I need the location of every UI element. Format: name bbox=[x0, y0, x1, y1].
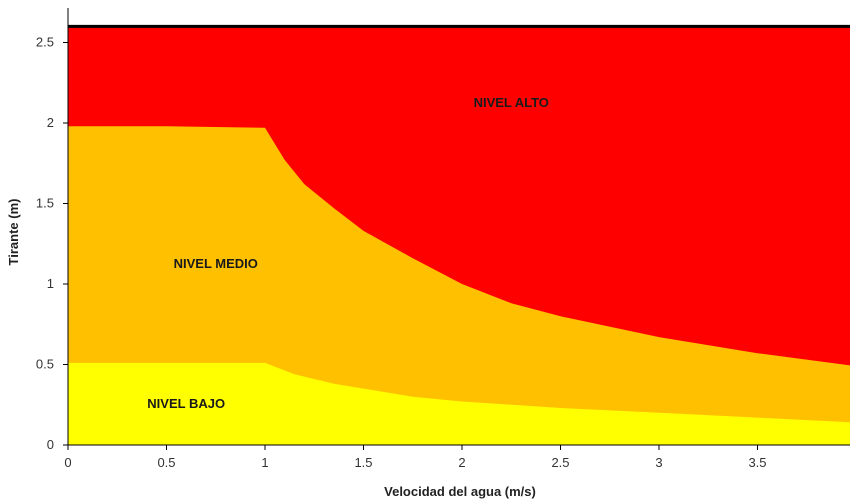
x-tick-label: 1 bbox=[261, 455, 268, 470]
x-tick-label: 2.5 bbox=[551, 455, 569, 470]
region-bajo-area bbox=[68, 362, 850, 445]
x-tick-label: 3.5 bbox=[748, 455, 766, 470]
plot-area: NIVEL ALTO NIVEL MEDIO NIVEL BAJO bbox=[68, 24, 850, 446]
y-tick-label: 0.5 bbox=[36, 357, 54, 372]
x-tick-label: 3 bbox=[655, 455, 662, 470]
y-tick-label: 1 bbox=[47, 276, 54, 291]
x-tick-label: 1.5 bbox=[354, 455, 372, 470]
y-axis-title: Tirante (m) bbox=[6, 199, 21, 266]
x-tick-label: 0 bbox=[64, 455, 71, 470]
region-label: NIVEL ALTO bbox=[474, 95, 549, 110]
x-axis-title: Velocidad del agua (m/s) bbox=[384, 484, 536, 499]
y-tick-label: 1.5 bbox=[36, 196, 54, 211]
x-tick-label: 0.5 bbox=[157, 455, 175, 470]
x-tick-label: 2 bbox=[458, 455, 465, 470]
axes: 0 0.5 1 1.5 2 2.5 3 3.5 0 0.5 1 1.5 2 2.5 bbox=[36, 8, 850, 470]
y-tick-label: 0 bbox=[47, 437, 54, 452]
region-label: NIVEL MEDIO bbox=[174, 256, 258, 271]
region-label: NIVEL BAJO bbox=[147, 396, 225, 411]
y-tick-label: 2.5 bbox=[36, 35, 54, 50]
y-tick-label: 2 bbox=[47, 115, 54, 130]
